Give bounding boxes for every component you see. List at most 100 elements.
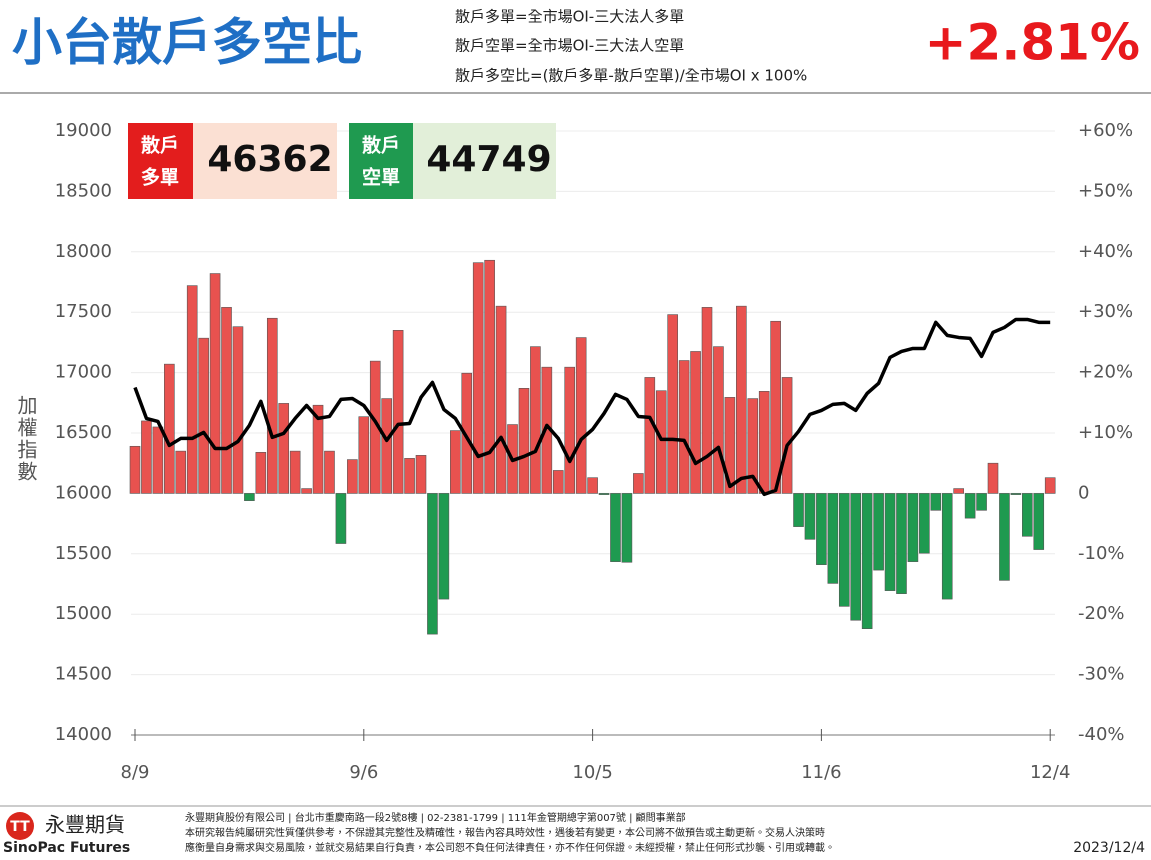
badge-value: 46362 <box>207 139 332 180</box>
badge-label: 散戶 <box>141 134 179 157</box>
bar <box>289 450 301 494</box>
bar <box>770 320 781 494</box>
bar <box>896 493 907 594</box>
y-tick-label: 15500 <box>55 543 112 564</box>
bar <box>907 493 919 562</box>
y2-tick-label: 0 <box>1078 482 1089 503</box>
ratio: +2.81% <box>925 14 1140 72</box>
bar <box>976 493 987 511</box>
bar <box>793 493 804 527</box>
bar <box>701 307 713 494</box>
bar <box>415 455 427 494</box>
bar <box>164 363 175 494</box>
bar <box>484 259 495 494</box>
bar <box>930 493 942 511</box>
x-tick-label: 8/9 <box>121 762 150 783</box>
bar <box>621 493 633 563</box>
badge-value-bg <box>413 123 556 199</box>
brand-en: SinoPac Futures <box>3 840 130 856</box>
bar <box>312 404 324 494</box>
bar <box>804 493 816 540</box>
bar <box>461 372 473 494</box>
y-tick-label: 19000 <box>55 120 112 141</box>
bar <box>266 317 278 494</box>
bar <box>472 262 484 494</box>
bar <box>152 426 164 494</box>
bar <box>781 377 793 494</box>
bar <box>427 493 438 635</box>
bar <box>724 397 736 494</box>
y-tick-label: 17000 <box>55 362 112 383</box>
y-tick-label: 16000 <box>55 482 112 503</box>
bar <box>530 346 541 494</box>
bar <box>221 307 232 494</box>
bar <box>198 337 209 494</box>
bar <box>244 493 255 501</box>
bar <box>1033 493 1045 550</box>
bar <box>850 493 862 621</box>
bar <box>953 488 964 494</box>
bar <box>667 314 678 494</box>
bar <box>678 360 690 494</box>
y-tick-label: 14000 <box>55 724 112 745</box>
bar <box>941 493 953 600</box>
bar <box>175 450 187 494</box>
bar <box>987 462 999 494</box>
y2-tick-label: -40% <box>1078 724 1125 745</box>
y2-tick-label: +10% <box>1078 422 1133 443</box>
y2-tick-label: -30% <box>1078 664 1125 685</box>
bar <box>438 493 450 600</box>
bar <box>644 377 656 494</box>
bar <box>575 337 587 494</box>
bar <box>381 398 392 494</box>
y2-tick-label: +50% <box>1078 180 1133 201</box>
bar <box>736 305 747 494</box>
formula: 散戶多單=全市場OI-三大法人多單 <box>455 8 684 26</box>
bar <box>587 477 598 494</box>
formula: 散戶空單=全市場OI-三大法人空單 <box>455 37 684 55</box>
bar <box>392 330 404 494</box>
y2-tick-label: +20% <box>1078 362 1133 383</box>
y2-tick-label: +30% <box>1078 301 1133 322</box>
bar <box>404 458 415 494</box>
bar <box>495 305 507 494</box>
bar <box>999 493 1010 581</box>
bar <box>827 493 839 584</box>
bar <box>713 346 724 494</box>
y-tick-label: 17500 <box>55 301 112 322</box>
bar <box>633 473 644 494</box>
badge-value: 44749 <box>426 139 551 180</box>
logo-mark: TT <box>10 819 30 835</box>
bar <box>598 493 610 495</box>
bar <box>884 493 896 591</box>
badge-label: 散戶 <box>362 134 400 157</box>
index-line <box>133 317 1051 497</box>
bar <box>209 273 221 494</box>
bar <box>861 493 873 629</box>
bar <box>873 493 884 571</box>
bar <box>919 493 930 554</box>
badge-value-bg <box>193 123 337 199</box>
title: 小台散戶多空比 <box>12 14 362 72</box>
date: 2023/12/4 <box>1073 840 1145 856</box>
bar <box>324 450 335 494</box>
x-tick-label: 9/6 <box>349 762 378 783</box>
badge-label-bg <box>128 123 193 199</box>
bar <box>518 388 530 494</box>
bar <box>1044 477 1056 494</box>
bar <box>301 488 312 494</box>
bar <box>232 326 244 494</box>
footer-line: 永豐期貨股份有限公司 | 台北市重慶南路一段2號8樓 | 02-2381-179… <box>185 811 686 824</box>
x-tick-label: 12/4 <box>1030 762 1070 783</box>
y-tick-label: 16500 <box>55 422 112 443</box>
footer-line: 本研究報告純屬研究性質僅供參考，不保證其完整性及精確性，報告內容具時效性，遇後若… <box>185 826 825 839</box>
y2-tick-label: +40% <box>1078 241 1133 262</box>
bar <box>758 391 770 494</box>
bar <box>347 459 358 494</box>
y-tick-label: 18000 <box>55 241 112 262</box>
bar <box>964 493 976 519</box>
bar <box>278 403 290 494</box>
y-tick-label: 15000 <box>55 603 112 624</box>
bar <box>552 470 564 494</box>
